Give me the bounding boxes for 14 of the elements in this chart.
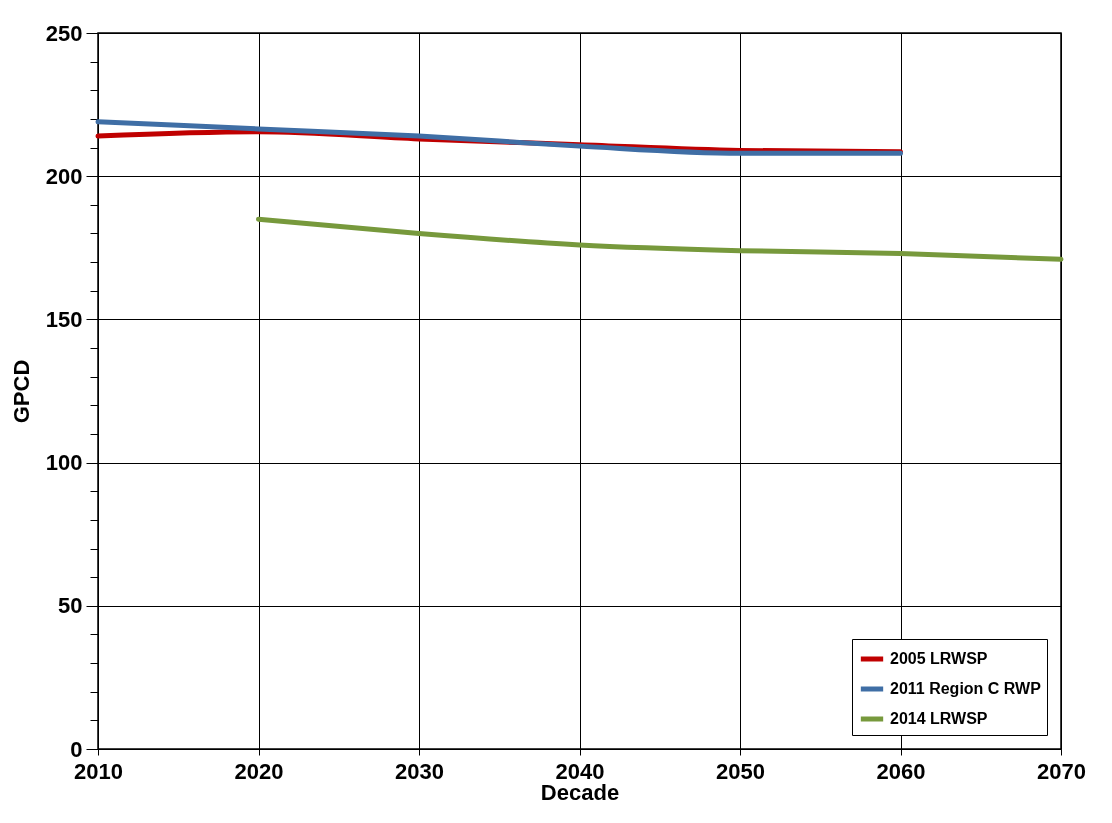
x-tick-label: 2070 [1037, 758, 1086, 784]
y-tick-label: 100 [45, 450, 83, 476]
legend-label: 2011 Region C RWP [890, 680, 1042, 697]
x-tick-label: 2060 [876, 758, 926, 784]
y-tick-label: 200 [45, 163, 83, 189]
legend-label: 2014 LRWSP [890, 710, 988, 727]
legend-label: 2005 LRWSP [890, 650, 988, 667]
y-tick-label: 150 [45, 306, 83, 332]
x-tick-label: 2030 [395, 758, 444, 784]
y-tick-label: 250 [45, 20, 83, 46]
x-tick-label: 2020 [234, 758, 284, 784]
x-tick-label: 2050 [716, 758, 765, 784]
y-tick-label: 50 [58, 593, 83, 619]
y-axis-title: GPCD [8, 359, 34, 424]
